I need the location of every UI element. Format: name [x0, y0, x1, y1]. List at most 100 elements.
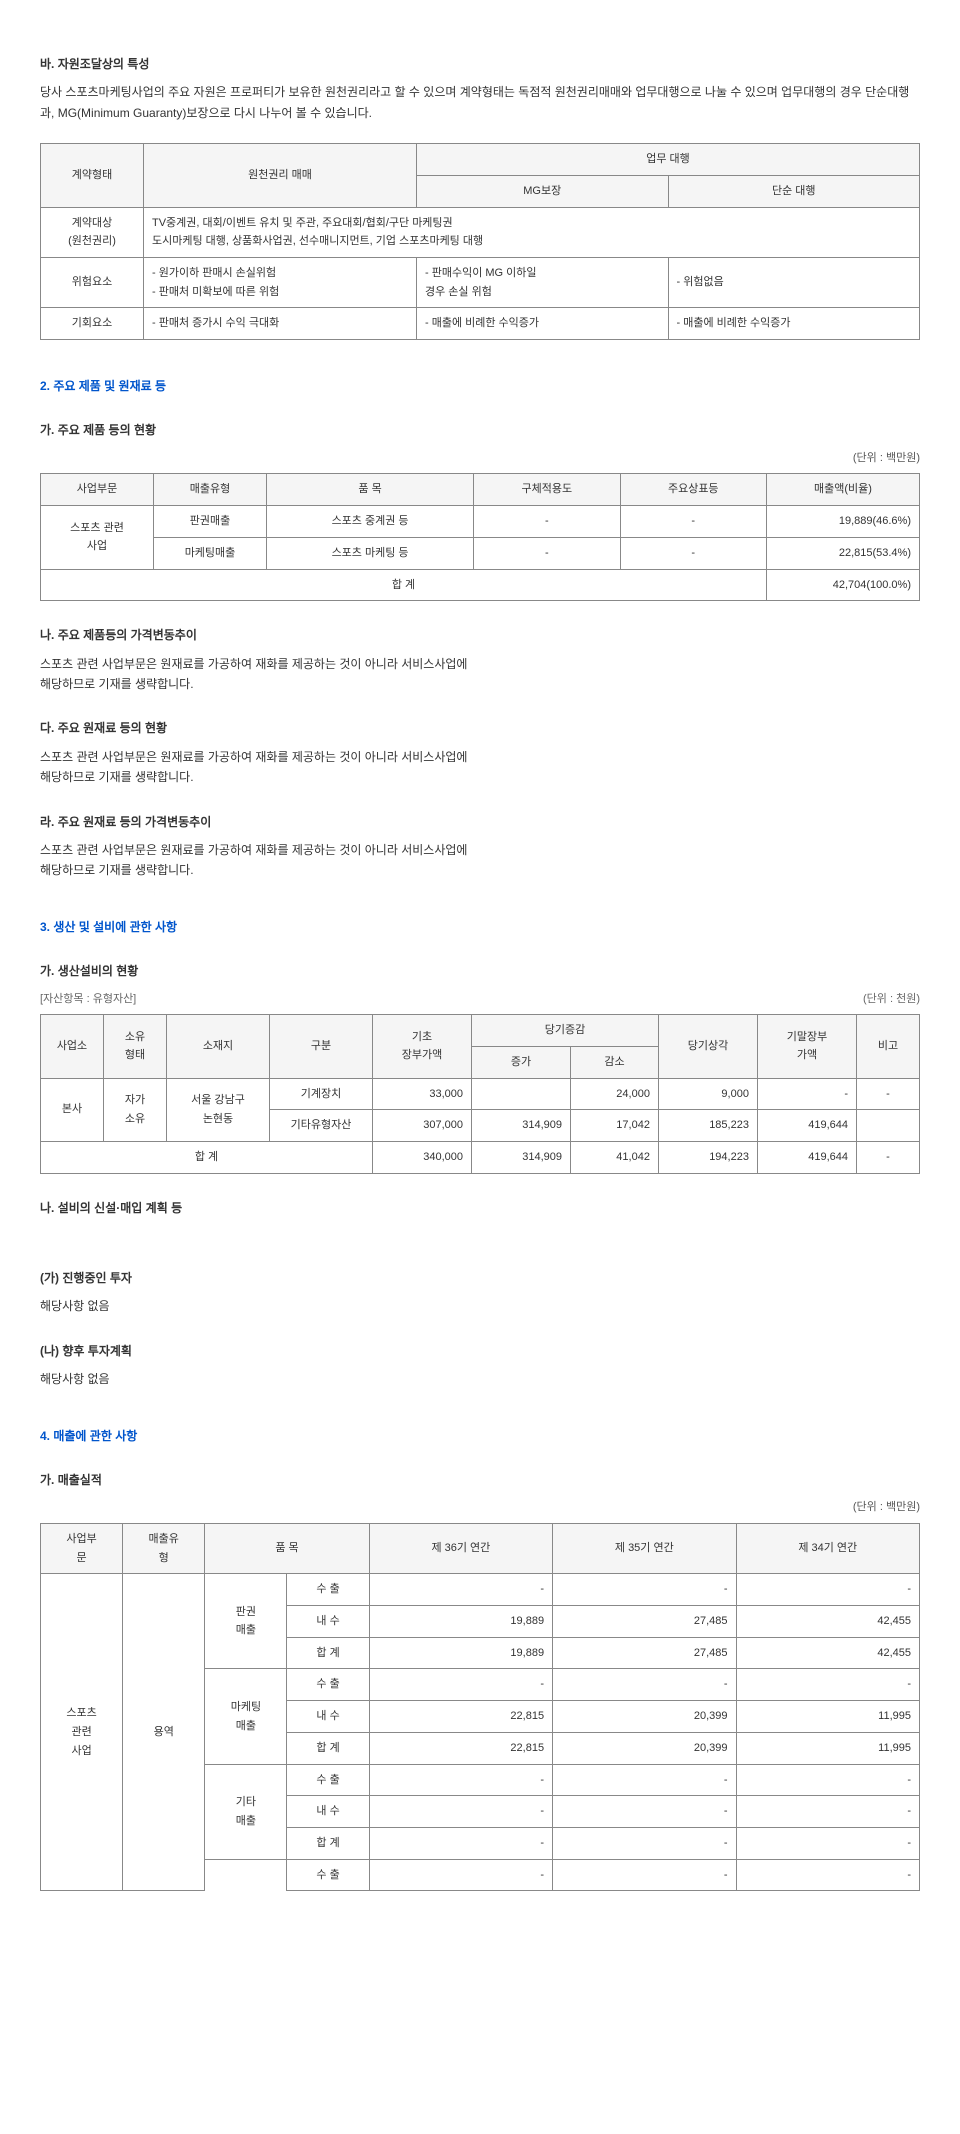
asset-note: [자산항목 : 유형자산] [40, 990, 136, 1009]
cell: 내 수 [287, 1606, 369, 1638]
cell: 마케팅 매출 [205, 1669, 287, 1764]
cell: 합 계 [41, 1141, 373, 1173]
subsub-title: (가) 진행중인 투자 [40, 1268, 920, 1288]
cell: - [369, 1669, 552, 1701]
cell: 27,485 [553, 1606, 736, 1638]
cell: 19,889 [369, 1606, 552, 1638]
cell: 내 수 [287, 1796, 369, 1828]
cell: 기회요소 [41, 308, 144, 340]
cell: 20,399 [553, 1732, 736, 1764]
cell: 11,995 [736, 1732, 919, 1764]
th: 사업부 문 [41, 1524, 123, 1574]
cell: 판권 매출 [205, 1574, 287, 1669]
cell: TV중계권, 대회/이벤트 유치 및 주관, 주요대회/협회/구단 마케팅권 도… [144, 207, 920, 257]
cell: 서울 강남구 논현동 [167, 1078, 270, 1141]
cell: - [736, 1669, 919, 1701]
product-table: 사업부문 매출유형 품 목 구체적용도 주요상표등 매출액(비율) 스포츠 관련… [40, 473, 920, 601]
contract-table: 계약형태 원천권리 매매 업무 대행 MG보장 단순 대행 계약대상 (원천권리… [40, 143, 920, 340]
cell: 194,223 [658, 1141, 757, 1173]
cell: - [757, 1078, 856, 1110]
th: 증가 [472, 1046, 571, 1078]
cell: 스포츠 중계권 등 [267, 506, 474, 538]
cell: 307,000 [373, 1110, 472, 1142]
subsub-title: (나) 향후 투자계획 [40, 1341, 920, 1361]
cell [472, 1078, 571, 1110]
cell: 기타유형자산 [270, 1110, 373, 1142]
subsection-title: 가. 주요 제품 등의 현황 [40, 420, 920, 440]
cell: 위험요소 [41, 257, 144, 307]
cell: 24,000 [571, 1078, 659, 1110]
cell [857, 1110, 920, 1142]
paragraph: 스포츠 관련 사업부문은 원재료를 가공하여 재화를 제공하는 것이 아니라 서… [40, 654, 920, 695]
cell: 11,995 [736, 1701, 919, 1733]
th: 매출액(비율) [767, 474, 920, 506]
th: 업무 대행 [417, 144, 920, 176]
cell: 185,223 [658, 1110, 757, 1142]
cell: 용역 [123, 1574, 205, 1891]
th: 비고 [857, 1015, 920, 1078]
unit-label: (단위 : 천원) [863, 990, 920, 1009]
cell: 내 수 [287, 1701, 369, 1733]
subsection-title: 나. 주요 제품등의 가격변동추이 [40, 625, 920, 645]
paragraph: 스포츠 관련 사업부문은 원재료를 가공하여 재화를 제공하는 것이 아니라 서… [40, 747, 920, 788]
cell: 22,815 [369, 1701, 552, 1733]
cell: 42,704(100.0%) [767, 569, 920, 601]
cell: 합 계 [41, 569, 767, 601]
cell: - [369, 1796, 552, 1828]
cell: 자가 소유 [104, 1078, 167, 1141]
cell: 22,815(53.4%) [767, 537, 920, 569]
cell: 314,909 [472, 1110, 571, 1142]
th: 감소 [571, 1046, 659, 1078]
cell: - [553, 1796, 736, 1828]
th: 품 목 [205, 1524, 369, 1574]
cell: - [857, 1078, 920, 1110]
cell: - [474, 506, 620, 538]
th: 제 35기 연간 [553, 1524, 736, 1574]
paragraph: 당사 스포츠마케팅사업의 주요 자원은 프로퍼티가 보유한 원천권리라고 할 수… [40, 82, 920, 123]
cell: 314,909 [472, 1141, 571, 1173]
cell: 스포츠 관련 사업 [41, 1574, 123, 1891]
section-heading: 2. 주요 제품 및 원재료 등 [40, 376, 920, 396]
cell: - 매출에 비례한 수익증가 [417, 308, 669, 340]
cell: 20,399 [553, 1701, 736, 1733]
cell: - 매출에 비례한 수익증가 [668, 308, 920, 340]
section-heading: 4. 매출에 관한 사항 [40, 1426, 920, 1446]
paragraph: 해당사항 없음 [40, 1369, 920, 1389]
th: 당기상각 [658, 1015, 757, 1078]
th: 매출유형 [154, 474, 267, 506]
cell: - [369, 1574, 552, 1606]
th: 단순 대행 [668, 175, 920, 207]
cell: - [553, 1574, 736, 1606]
unit-label: (단위 : 백만원) [40, 1498, 920, 1517]
section-heading: 3. 생산 및 설비에 관한 사항 [40, 917, 920, 937]
cell: - [369, 1764, 552, 1796]
th: 제 34기 연간 [736, 1524, 919, 1574]
th: 원천권리 매매 [144, 144, 417, 207]
th: 구체적용도 [474, 474, 620, 506]
cell: 19,889(46.6%) [767, 506, 920, 538]
cell: - [553, 1859, 736, 1891]
th: 당기증감 [472, 1015, 659, 1047]
cell: 수 출 [287, 1764, 369, 1796]
th: 기초 장부가액 [373, 1015, 472, 1078]
facility-table: 사업소 소유 형태 소재지 구분 기초 장부가액 당기증감 당기상각 기말장부 … [40, 1014, 920, 1173]
cell: - [620, 537, 766, 569]
th: 매출유 형 [123, 1524, 205, 1574]
cell: 수 출 [287, 1859, 369, 1891]
th: 제 36기 연간 [369, 1524, 552, 1574]
th: 기말장부 가액 [757, 1015, 856, 1078]
section-title: 바. 자원조달상의 특성 [40, 54, 920, 74]
subsection-title: 나. 설비의 신설·매입 계획 등 [40, 1198, 920, 1218]
cell: 419,644 [757, 1141, 856, 1173]
cell: - [736, 1764, 919, 1796]
cell: - [474, 537, 620, 569]
cell: - [369, 1859, 552, 1891]
th: MG보장 [417, 175, 669, 207]
cell: 17,042 [571, 1110, 659, 1142]
cell: - [553, 1827, 736, 1859]
subsection-title: 다. 주요 원재료 등의 현황 [40, 718, 920, 738]
cell: - 원가이하 판매시 손실위험 - 판매처 미확보에 따른 위험 [144, 257, 417, 307]
cell: - 위험없음 [668, 257, 920, 307]
cell: - [620, 506, 766, 538]
cell: 수 출 [287, 1669, 369, 1701]
